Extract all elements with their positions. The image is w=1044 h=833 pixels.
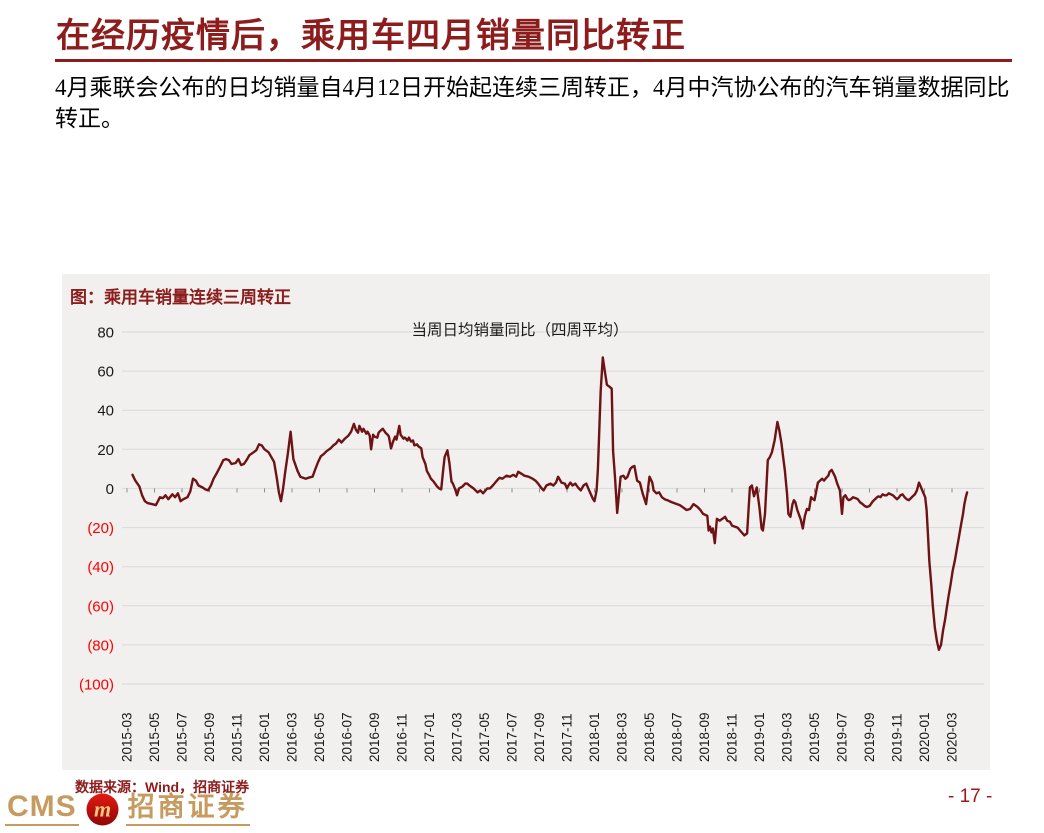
svg-text:(60): (60) (87, 598, 114, 615)
svg-text:2019-03: 2019-03 (780, 712, 795, 762)
svg-text:2016-05: 2016-05 (312, 712, 327, 762)
svg-text:2015-11: 2015-11 (230, 713, 245, 762)
svg-text:2017-05: 2017-05 (477, 712, 492, 762)
svg-text:40: 40 (97, 403, 114, 420)
svg-text:2018-09: 2018-09 (697, 712, 712, 762)
cms-logo-text: CMS (5, 792, 79, 826)
cms-logo: CMS m 招商证券 (5, 792, 250, 826)
chart-panel: 80 60 40 20 0 (20) (40) (60) (80) (100) 2015-03 201… (62, 274, 990, 770)
svg-text:(80): (80) (87, 637, 114, 654)
svg-text:2015-09: 2015-09 (202, 712, 217, 762)
svg-text:2018-05: 2018-05 (642, 712, 657, 762)
svg-text:80: 80 (97, 325, 114, 342)
svg-text:2019-07: 2019-07 (835, 712, 850, 762)
svg-text:20: 20 (97, 442, 114, 459)
svg-text:2017-07: 2017-07 (505, 712, 520, 762)
body-text: 4月乘联会公布的日均销量自4月12日开始起连续三周转正，4月中汽协公布的汽车销量… (55, 75, 1010, 131)
svg-text:2019-09: 2019-09 (862, 712, 877, 762)
svg-text:2019-05: 2019-05 (807, 712, 822, 762)
svg-text:2020-01: 2020-01 (917, 712, 932, 762)
svg-text:2015-05: 2015-05 (147, 712, 162, 762)
svg-text:2018-01: 2018-01 (587, 712, 602, 762)
svg-text:2018-07: 2018-07 (670, 712, 685, 762)
svg-text:0: 0 (106, 481, 114, 498)
svg-text:2018-11: 2018-11 (725, 713, 740, 762)
svg-text:2018-03: 2018-03 (615, 712, 630, 762)
svg-text:2017-11: 2017-11 (560, 713, 575, 762)
svg-text:(100): (100) (79, 677, 114, 694)
svg-text:2016-11: 2016-11 (395, 713, 410, 762)
svg-text:2020-03: 2020-03 (945, 712, 960, 762)
svg-text:2016-09: 2016-09 (367, 712, 382, 762)
svg-text:2016-03: 2016-03 (285, 712, 300, 762)
cms-m-icon: m (86, 793, 119, 826)
title-underline (55, 59, 1012, 62)
data-source-note: 数据来源：Wind，招商证券 (75, 779, 250, 795)
svg-text:2019-11: 2019-11 (890, 713, 905, 762)
line-chart: 80 60 40 20 0 (20) (40) (60) (80) (100) 2015-03 201… (62, 274, 990, 770)
svg-text:(20): (20) (87, 520, 114, 537)
svg-text:m: m (94, 796, 111, 821)
svg-text:2015-03: 2015-03 (120, 712, 135, 762)
svg-text:60: 60 (97, 364, 114, 381)
svg-text:2016-01: 2016-01 (257, 712, 272, 762)
svg-text:2017-01: 2017-01 (422, 712, 437, 762)
svg-text:2019-01: 2019-01 (752, 712, 767, 762)
page-number: - 17 - (948, 786, 993, 807)
svg-text:当周日均销量同比（四周平均）: 当周日均销量同比（四周平均） (411, 321, 628, 339)
svg-text:2017-09: 2017-09 (532, 712, 547, 762)
cms-logo-cn-text: 招商证券 (125, 793, 250, 826)
svg-text:(40): (40) (87, 559, 114, 576)
svg-text:2017-03: 2017-03 (450, 712, 465, 762)
chart-title: 图：乘用车销量连续三周转正 (70, 288, 291, 307)
svg-text:2015-07: 2015-07 (175, 712, 190, 762)
page-title: 在经历疫情后，乘用车四月销量同比转正 (56, 18, 686, 55)
svg-text:2016-07: 2016-07 (340, 712, 355, 762)
